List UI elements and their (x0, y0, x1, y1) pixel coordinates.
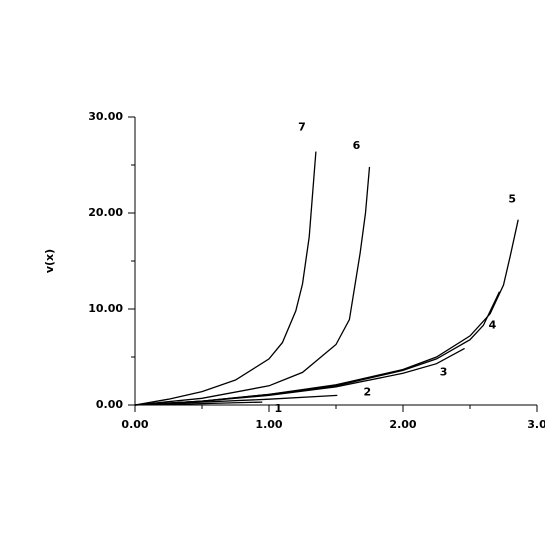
y-tick-label: 20.00 (88, 206, 123, 219)
curve-label: 7 (298, 121, 306, 134)
curve-label: 2 (364, 385, 372, 398)
curve-label: 1 (274, 402, 282, 415)
y-axis-label: v(x) (43, 249, 56, 273)
curve (134, 151, 317, 406)
y-tick-label: 10.00 (88, 302, 123, 315)
curve (134, 347, 465, 406)
x-tick-label: 1.00 (255, 418, 282, 431)
curve-label: 6 (353, 139, 361, 152)
curve (134, 219, 519, 406)
x-tick-label: 0.00 (121, 418, 148, 431)
curve-label: 3 (440, 365, 448, 378)
y-tick-label: 0.00 (96, 398, 123, 411)
y-tick-label: 30.00 (88, 110, 123, 123)
x-tick-label: 3.0 (527, 418, 545, 431)
curve-label: 4 (489, 319, 497, 332)
curve-label: 5 (508, 193, 516, 206)
curve (134, 166, 371, 406)
x-tick-label: 2.00 (389, 418, 416, 431)
